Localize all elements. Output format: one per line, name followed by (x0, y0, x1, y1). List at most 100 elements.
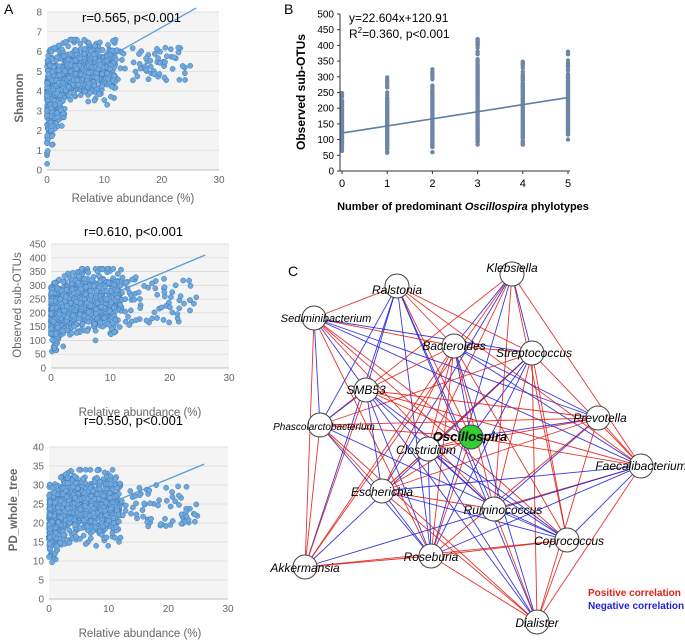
data-point (96, 495, 102, 502)
positive-correlation-edge (304, 317, 315, 568)
y-tick-label: 350 (29, 267, 46, 278)
x-tick-label: 0 (339, 178, 345, 190)
data-point (135, 289, 142, 296)
data-point (67, 36, 74, 43)
node-label-phascolarctobacterium: Phascolarctobacterium (273, 422, 375, 433)
data-point (77, 506, 84, 513)
data-point (101, 507, 108, 514)
data-point (48, 325, 54, 332)
data-point (187, 307, 193, 314)
data-point (75, 279, 82, 286)
data-point (145, 76, 152, 83)
data-point (85, 69, 92, 76)
data-point (53, 331, 59, 338)
data-point (475, 36, 480, 42)
data-point (64, 475, 71, 481)
positive-correlation-edge (304, 555, 432, 568)
positive-correlation-edge (304, 389, 367, 568)
data-point (57, 497, 64, 504)
node-label-escherichia: Escherichia (351, 485, 413, 499)
node-faecalibacterium (628, 453, 654, 479)
data-point (130, 504, 136, 511)
data-point (109, 466, 116, 473)
data-point (109, 320, 116, 326)
data-point (66, 539, 73, 546)
positive-correlation-edge (313, 285, 398, 319)
data-point (130, 77, 136, 84)
y-tick-label: 1 (36, 146, 42, 157)
negative-correlation-edge (511, 273, 533, 354)
data-point (107, 473, 114, 480)
data-point (385, 90, 390, 95)
data-point (520, 59, 525, 64)
positive-correlation-edge (493, 273, 513, 510)
y-tick-label: 6 (36, 47, 42, 58)
data-point (118, 266, 124, 273)
data-point (112, 476, 118, 483)
data-point (565, 58, 571, 63)
y-tick-label: 350 (317, 57, 334, 68)
data-point (96, 485, 103, 492)
positive-correlation-edge (453, 345, 533, 354)
correlation-annotation: r=0.550, p<0.001 (84, 413, 183, 428)
correlation-annotation: r=0.565, p<0.001 (82, 10, 181, 25)
data-point (105, 42, 111, 48)
data-point (48, 105, 55, 112)
data-point (116, 324, 123, 330)
data-point (167, 304, 173, 311)
data-point (74, 485, 81, 492)
positive-correlation-edge (430, 555, 538, 623)
r-squared-annotation: R2=0.360, p<0.001 (349, 26, 450, 41)
data-point (62, 39, 69, 45)
negative-correlation-edge (430, 352, 533, 557)
data-point (71, 89, 77, 96)
data-point (99, 71, 105, 77)
positive-correlation-edge (381, 436, 472, 492)
y-tick-label: 50 (35, 350, 47, 361)
data-point (151, 309, 158, 316)
y-tick-label: 500 (317, 10, 334, 21)
data-point (57, 474, 64, 481)
legend-negative: Negative correlation (588, 601, 684, 612)
y-tick-label: 0 (38, 595, 44, 606)
data-point (154, 315, 160, 321)
data-point (116, 518, 122, 525)
data-point (72, 495, 78, 501)
data-point (87, 535, 94, 542)
data-point (192, 518, 198, 525)
x-tick-label: 20 (164, 373, 176, 384)
data-point (169, 494, 176, 500)
r-squared-r: R (349, 27, 358, 41)
y-tick-label: 35 (33, 462, 45, 473)
y-axis-label: Shannon (14, 73, 26, 122)
data-point (114, 507, 120, 514)
negative-correlation-edge (313, 317, 599, 419)
negative-correlation-edge (453, 345, 472, 438)
data-point (63, 494, 70, 500)
data-point (339, 98, 345, 103)
data-point (114, 271, 121, 277)
data-point (147, 63, 154, 70)
data-point (60, 343, 67, 350)
y-tick-label: 400 (317, 41, 334, 52)
negative-correlation-edge (313, 317, 321, 426)
data-point (49, 133, 55, 139)
positive-correlation-edge (304, 273, 513, 568)
data-point (161, 289, 168, 296)
node-sediminibacterium (301, 305, 327, 331)
data-point (92, 524, 99, 531)
negative-correlation-edge (365, 389, 538, 623)
data-point (119, 274, 126, 281)
data-point (47, 545, 53, 552)
data-point (167, 503, 174, 510)
data-point (128, 307, 134, 314)
data-point (49, 337, 56, 343)
x-tick-label: 10 (103, 604, 115, 615)
data-point (161, 284, 168, 291)
trend-line (48, 463, 205, 530)
data-point (94, 474, 100, 481)
data-point (90, 488, 96, 495)
data-point (51, 345, 58, 351)
data-point (91, 97, 98, 104)
data-point (107, 505, 114, 512)
